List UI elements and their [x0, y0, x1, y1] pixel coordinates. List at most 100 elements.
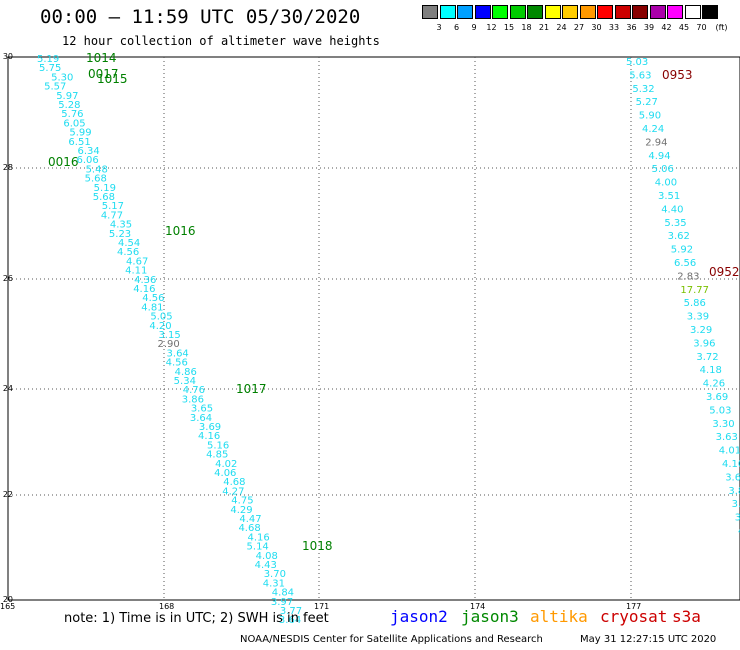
footer-organization: NOAA/NESDIS Center for Satellite Applica…	[240, 634, 543, 645]
legend-label: 15	[503, 23, 515, 32]
wave-height-label: 4.75	[231, 496, 253, 507]
legend-swatch	[614, 5, 631, 19]
wave-height-label: 5.35	[664, 218, 686, 229]
wave-height-label: 3.65	[191, 404, 213, 415]
legend-swatch	[457, 5, 473, 19]
wave-height-label: 5.90	[639, 111, 661, 122]
wave-height-label: 5.99	[69, 128, 91, 139]
wave-height-label: 3.8	[728, 486, 740, 497]
time-label: 0953	[662, 68, 693, 82]
legend-label: 21	[538, 23, 550, 32]
wave-height-label: 5.63	[629, 70, 651, 81]
legend-label: 30	[591, 23, 602, 32]
wave-height-label: 4.08	[256, 551, 278, 562]
map-subtitle: 12 hour collection of altimeter wave hei…	[62, 34, 380, 48]
wave-height-label: 5.19	[37, 54, 59, 65]
wave-height-label: 5.86	[684, 298, 706, 309]
wave-height-label: 4.43	[255, 560, 277, 571]
wave-height-label: 6.51	[68, 137, 90, 148]
legend-swatch	[439, 5, 456, 19]
wave-height-label: 4.81	[141, 302, 163, 313]
wave-height-label: 3.86	[182, 394, 204, 405]
wave-height-label: 5.23	[109, 229, 131, 240]
wave-height-label: 3.51	[658, 191, 680, 202]
wave-height-label: 4.10	[722, 459, 740, 470]
wave-height-label: 3.96	[693, 338, 715, 349]
wave-height-label: 5.16	[207, 440, 229, 451]
wave-height-label: 4.35	[110, 220, 132, 231]
wave-height-label: 6.56	[674, 258, 696, 269]
legend-swatch	[702, 5, 718, 19]
wave-height-label: 3.64	[279, 615, 301, 626]
wave-height-label: 4.68	[238, 523, 260, 534]
mission-name: jason3	[461, 607, 519, 626]
lon-tick-label: 171	[314, 602, 329, 611]
wave-height-label: 5.97	[56, 91, 78, 102]
wave-height-label: 5.19	[94, 183, 116, 194]
wave-height-label: 5.03	[626, 57, 648, 68]
mission-name: s3a	[672, 607, 701, 626]
legend-swatch	[422, 5, 438, 19]
legend-label: 18	[521, 23, 532, 32]
wave-height-label: 4.54	[118, 238, 140, 249]
wave-height-label: 4.29	[230, 505, 252, 516]
wave-height-label: 5.17	[102, 201, 124, 212]
wave-height-label: 5.76	[61, 109, 83, 120]
wave-height-label: 5.28	[58, 100, 80, 111]
legend-label: 3	[436, 23, 442, 32]
time-label: 1015	[97, 72, 128, 86]
mission-name: jason2	[390, 607, 448, 626]
wave-height-label: 3.69	[199, 422, 221, 433]
wave-height-label: 5.32	[632, 84, 654, 95]
wave-height-label: 4.16	[247, 532, 269, 543]
lon-tick-label: 168	[159, 602, 174, 611]
wave-height-label: 4.26	[703, 379, 725, 390]
time-label: 0952	[709, 265, 740, 279]
wave-height-label: 4.20	[149, 321, 171, 332]
legend-unit: (ft)	[715, 23, 728, 32]
time-label: 0016	[48, 155, 79, 169]
wave-height-label: 4.18	[700, 365, 722, 376]
legend-swatch	[544, 5, 561, 19]
wave-height-label: 4.40	[661, 204, 683, 215]
legend-swatch	[684, 5, 701, 19]
lat-tick-label: 24	[3, 384, 13, 393]
time-label: 1016	[165, 224, 196, 238]
wave-height-label: 3.64	[167, 348, 189, 359]
legend-label: 12	[486, 23, 497, 32]
wave-height-label: 17.77	[680, 285, 709, 296]
wave-height-label: 5.75	[39, 63, 61, 74]
lat-tick-label: 22	[3, 490, 13, 499]
wave-height-label: 4.47	[239, 514, 261, 525]
wave-height-label: 4.16	[198, 431, 220, 442]
wave-height-label: 4	[738, 526, 740, 537]
footnote: note: 1) Time is in UTC; 2) SWH is in fe…	[64, 611, 329, 626]
wave-height-label: 4.67	[126, 256, 148, 267]
wave-height-label: 5.03	[709, 405, 731, 416]
wave-height-label: 3.70	[264, 569, 286, 580]
legend-swatch	[474, 5, 491, 19]
wave-height-label: 3.30	[712, 419, 734, 430]
legend-swatch	[492, 5, 508, 19]
wave-height-label: 4.31	[263, 578, 285, 589]
wave-height-label: 4.06	[214, 468, 236, 479]
lat-tick-label: 26	[3, 274, 13, 283]
mission-name: altika	[530, 607, 588, 626]
legend-label: 36	[626, 23, 637, 32]
wave-height-label: 4.16	[133, 284, 155, 295]
legend-swatch	[562, 5, 578, 19]
wave-height-label: 4.85	[206, 450, 228, 461]
legend-label: 33	[608, 23, 620, 32]
wave-height-label: 3.77	[280, 606, 302, 617]
time-label: 1017	[236, 382, 267, 396]
wave-height-label: 5.06	[652, 164, 674, 175]
wave-height-label: 3.	[735, 513, 740, 524]
wave-height-label: 5.57	[44, 82, 66, 93]
wave-height-label: 3.	[732, 499, 740, 510]
wave-height-label: 3.39	[687, 312, 709, 323]
wave-height-label: 5.68	[93, 192, 115, 203]
wave-height-label: 4.02	[215, 459, 237, 470]
wave-height-label: 6.34	[77, 146, 99, 157]
wave-height-label: 5.48	[86, 164, 108, 175]
